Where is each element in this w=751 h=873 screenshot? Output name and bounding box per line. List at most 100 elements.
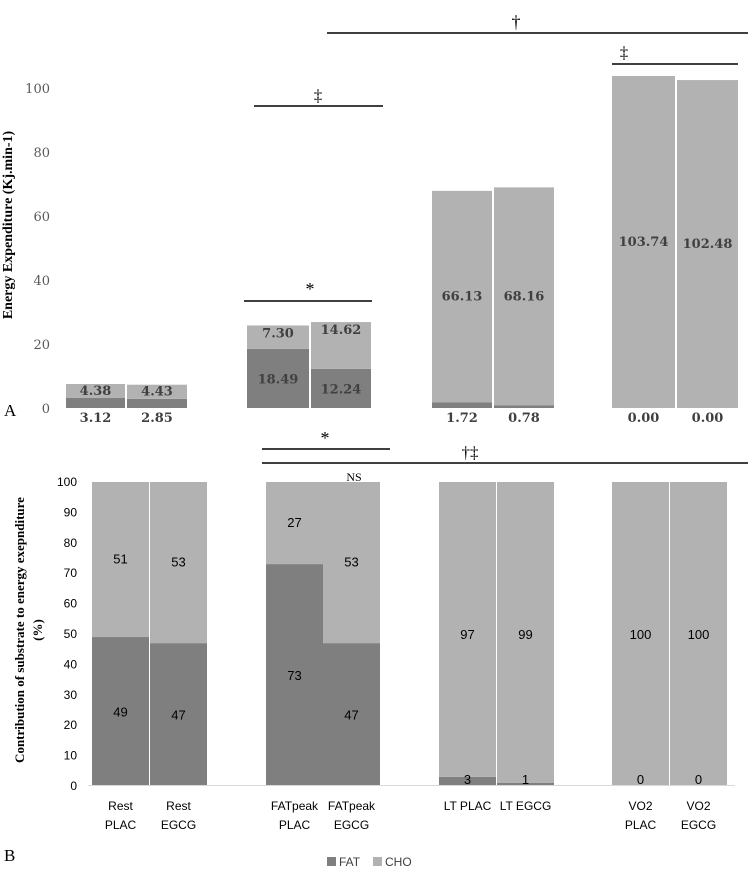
b-bar-fat	[150, 643, 207, 786]
a-label-fat: 1.72	[446, 411, 478, 426]
b-label-cho: 100	[688, 627, 710, 642]
panel-a: A Energy Expenditure (Kj.min-1) 0 20 40 60 8…	[1, 12, 748, 426]
a-label-fat: 3.12	[80, 411, 112, 426]
b-y-tick-label: 40	[64, 657, 78, 671]
b-bar-cho	[150, 482, 207, 644]
b-label-fat: 0	[695, 772, 702, 787]
b-category-label-line1: FATpeak	[328, 799, 376, 813]
a-label-fat: 2.85	[141, 411, 173, 426]
b-y-tick-label: 70	[64, 566, 78, 580]
legend-fat-swatch	[327, 857, 336, 866]
b-asterisk-marker: *	[321, 428, 330, 448]
a-bar-fat	[247, 348, 309, 408]
b-label-cho: 27	[287, 515, 301, 530]
b-category-label-line2: EGCG	[681, 818, 716, 832]
b-bar-cho	[439, 482, 496, 777]
a-label-cho: 102.48	[683, 237, 733, 252]
panel-a-value-labels: 4.38 3.12 4.43 2.85 7.30 18.49 14.62 12.24 66.13…	[80, 235, 733, 426]
a-bar-cho	[127, 384, 187, 399]
b-category-label-line1: LT PLAC	[444, 799, 492, 813]
a-bar-fat	[432, 402, 492, 408]
b-y-tick-label: 20	[64, 718, 78, 732]
b-category-label-line1: VO2	[628, 799, 652, 813]
legend-cho-swatch	[373, 857, 382, 866]
a-asterisk-marker: *	[306, 279, 315, 299]
b-label-fat: 47	[344, 708, 358, 723]
a-bar-cho	[432, 190, 492, 403]
b-bar-cho	[670, 482, 727, 786]
a-bar-cho	[66, 384, 125, 399]
b-label-cho: 100	[630, 627, 652, 642]
panel-a-label: A	[4, 401, 17, 420]
panel-b-bars	[92, 482, 727, 786]
b-label-cho: 97	[460, 627, 474, 642]
panel-b-category-labels: Rest PLAC Rest EGCG FATpeak PLAC FATpeak EGCG LT…	[105, 799, 716, 832]
a-bar-fat	[127, 398, 187, 408]
b-bar-cho	[266, 482, 323, 565]
b-bar-cho	[612, 482, 669, 786]
a-dagger-marker: †	[512, 12, 521, 32]
b-y-tick-label: 90	[64, 505, 78, 519]
b-category-label-line2: PLAC	[279, 818, 311, 832]
panel-b-label: B	[4, 846, 15, 865]
a-label-cho: 103.74	[619, 235, 669, 250]
b-label-cho: 53	[344, 555, 358, 570]
b-category-label-line2: EGCG	[334, 818, 369, 832]
a-bar-cho	[494, 187, 554, 406]
a-label-cho: 7.30	[262, 326, 294, 341]
a-y-tick-label: 20	[33, 338, 50, 353]
b-label-cho: 51	[113, 552, 127, 567]
b-category-label-line2: PLAC	[625, 818, 657, 832]
b-category-label-line1: LT EGCG	[500, 799, 552, 813]
b-category-label-line1: VO2	[686, 799, 710, 813]
panel-b-y-axis-label: Contribution of substrate to energy exep…	[12, 497, 27, 763]
b-category-label-line1: FATpeak	[271, 799, 319, 813]
b-category-label-line1: Rest	[108, 799, 133, 813]
panel-a-bars	[66, 76, 738, 409]
b-label-fat: 1	[522, 772, 529, 787]
b-category-label-line2: PLAC	[105, 818, 137, 832]
panel-b: B Contribution of substrate to energy ex…	[4, 428, 748, 869]
a-label-cho: 66.13	[442, 290, 483, 305]
b-y-tick-label: 10	[64, 749, 78, 763]
a-label-fat: 0.00	[692, 411, 724, 426]
b-y-tick-label: 80	[64, 536, 78, 550]
a-fatpeak-double-dagger-marker: ‡	[314, 86, 323, 105]
b-y-tick-label: 60	[64, 597, 78, 611]
panel-a-y-axis-label: Energy Expenditure (Kj.min-1)	[1, 130, 16, 319]
b-bar-fat	[497, 782, 554, 786]
b-category-label-line2: EGCG	[161, 818, 196, 832]
a-label-cho: 4.38	[80, 384, 112, 399]
a-label-fat: 0.00	[628, 411, 660, 426]
b-label-fat: 3	[464, 772, 471, 787]
a-label-fat: 18.49	[258, 372, 299, 387]
legend: FAT CHO	[327, 855, 412, 869]
b-bar-fat	[92, 637, 149, 786]
b-bar-fat	[323, 643, 380, 786]
b-bar-cho	[323, 482, 380, 644]
b-bar-fat	[266, 564, 323, 786]
b-y-tick-label: 100	[57, 475, 77, 489]
b-ns-marker: NS	[346, 470, 361, 484]
a-bar-cho	[247, 325, 309, 349]
b-y-tick-label: 0	[70, 779, 77, 793]
b-bar-fat	[439, 776, 496, 786]
b-y-tick-label: 50	[64, 627, 78, 641]
a-label-fat: 12.24	[321, 382, 362, 397]
b-label-cho: 99	[518, 627, 532, 642]
b-label-cho: 53	[171, 555, 185, 570]
b-label-fat: 49	[113, 705, 127, 720]
a-y-tick-label: 60	[33, 210, 50, 225]
b-category-label-line1: Rest	[166, 799, 191, 813]
panel-b-value-labels: 51 49 53 47 27 73 53 47 97 3 99 1 100 0 100 0	[113, 515, 709, 787]
a-label-cho: 68.16	[504, 289, 545, 304]
a-bar-cho	[311, 322, 371, 369]
b-y-tick-label: 30	[64, 688, 78, 702]
legend-cho-label: CHO	[385, 855, 412, 869]
b-label-fat: 0	[637, 772, 644, 787]
a-bar-fat	[494, 405, 554, 408]
b-label-fat: 73	[287, 668, 301, 683]
a-y-tick-label: 80	[33, 146, 50, 161]
a-bar-cho	[677, 80, 738, 409]
